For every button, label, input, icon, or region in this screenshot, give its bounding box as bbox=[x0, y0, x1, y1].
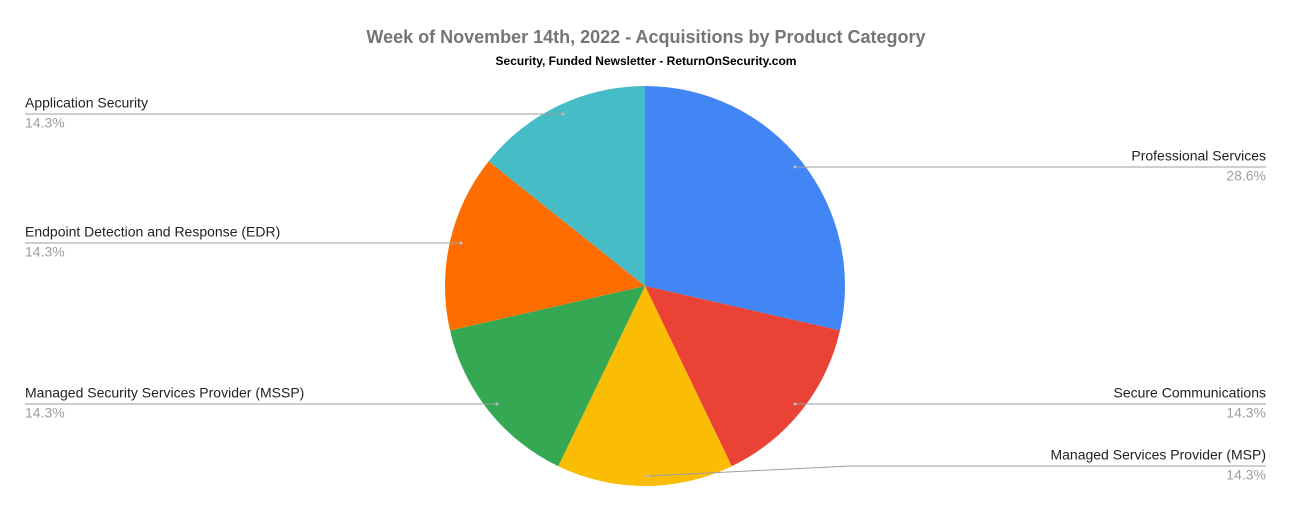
chart-title: Week of November 14th, 2022 - Acquisitio… bbox=[366, 27, 925, 47]
pie-slice bbox=[645, 86, 845, 331]
leader-dot bbox=[793, 402, 797, 406]
pie-slice bbox=[645, 286, 840, 467]
slice-label: Managed Security Services Provider (MSSP… bbox=[25, 385, 304, 401]
slice-value-label: 14.3% bbox=[25, 244, 65, 260]
slice-value-label: 14.3% bbox=[25, 115, 65, 131]
slice-value-label: 14.3% bbox=[25, 405, 65, 421]
slice-label: Secure Communications bbox=[1113, 385, 1266, 401]
pie-slice bbox=[488, 86, 645, 286]
slice-label: Endpoint Detection and Response (EDR) bbox=[25, 224, 280, 240]
pie-slice bbox=[450, 286, 645, 467]
chart-subtitle: Security, Funded Newsletter - ReturnOnSe… bbox=[496, 54, 797, 68]
slice-value-label: 14.3% bbox=[1226, 467, 1266, 483]
slice-label: Application Security bbox=[25, 95, 148, 111]
leader-dot bbox=[459, 241, 463, 245]
leader-dot bbox=[793, 165, 797, 169]
slice-label: Managed Services Provider (MSP) bbox=[1050, 447, 1266, 463]
leader-line bbox=[647, 465, 1266, 477]
pie-slice bbox=[558, 286, 732, 486]
leader-dot bbox=[646, 474, 650, 478]
slice-value-label: 14.3% bbox=[1226, 405, 1266, 421]
pie-slice bbox=[444, 161, 645, 331]
leader-dot bbox=[561, 112, 565, 116]
slice-value-label: 28.6% bbox=[1226, 168, 1266, 184]
leader-dot bbox=[495, 402, 499, 406]
slice-label: Professional Services bbox=[1131, 148, 1266, 164]
